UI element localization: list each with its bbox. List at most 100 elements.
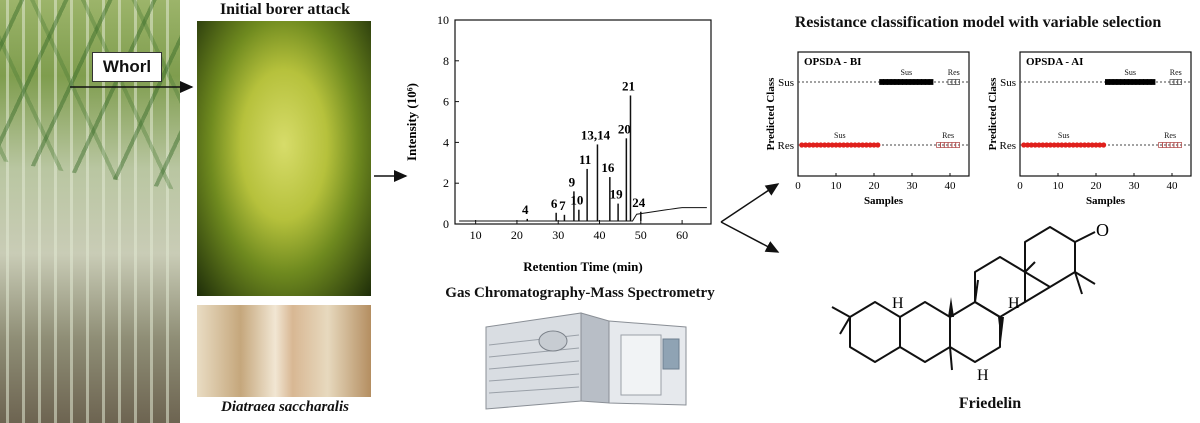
data-point [1044, 142, 1050, 148]
data-point [810, 142, 816, 148]
data-point [1028, 142, 1034, 148]
opsda-bi-plot: OPSDA - BI Sus Res 0 10 20 30 40 Samples Predicte… [765, 51, 970, 207]
plot-title: OPSDA - AI [1026, 56, 1083, 68]
series-annotation: Sus [901, 68, 913, 77]
gc-ms-instrument-icon [485, 312, 687, 410]
x-tick-label: 50 [635, 228, 647, 242]
x-tick-label: 40 [1167, 180, 1179, 192]
model-title: Resistance classification model with var… [794, 14, 1162, 31]
data-point [837, 142, 843, 148]
peak-label: 11 [579, 152, 591, 167]
data-point [1066, 142, 1072, 148]
peak-label: 16 [601, 160, 615, 175]
class-tick-label: Sus [1000, 77, 1016, 89]
data-point [818, 142, 824, 148]
data-point [806, 142, 812, 148]
x-tick-label: 0 [1017, 180, 1023, 192]
h-atom-2: H [1008, 295, 1020, 312]
data-point [928, 79, 934, 85]
x-tick-label: 60 [676, 228, 688, 242]
x-tick-label: 30 [907, 180, 919, 192]
data-point [1177, 79, 1183, 85]
larva-photo [197, 305, 371, 397]
series-annotation: Sus [1124, 68, 1136, 77]
x-axis-label: Retention Time (min) [523, 259, 642, 274]
peak-label: 24 [632, 195, 646, 210]
friedelin-label: Friedelin [958, 395, 1022, 412]
data-point [871, 142, 877, 148]
series-annotation: Res [942, 131, 954, 140]
y-axis-label: Predicted Class [987, 77, 999, 151]
plot-frame [454, 19, 712, 225]
data-point [1074, 142, 1080, 148]
data-point [863, 142, 869, 148]
data-point [879, 79, 884, 85]
data-point [1078, 142, 1084, 148]
class-tick-label: Res [778, 140, 795, 152]
to-friedelin-arrow [720, 221, 780, 253]
x-tick-label: 0 [795, 180, 801, 192]
whorl-label: Whorl [92, 52, 162, 82]
data-point [814, 142, 820, 148]
chromatogram-baseline [459, 207, 707, 222]
x-tick-label: 10 [470, 228, 482, 242]
x-tick-label: 20 [1091, 180, 1103, 192]
h-atom-3: H [977, 367, 989, 384]
x-axis-label: Samples [1086, 195, 1126, 207]
peak-label: 10 [570, 193, 583, 208]
data-point [799, 142, 805, 148]
series-annotation: Res [948, 68, 960, 77]
data-point [955, 142, 961, 148]
data-point [1177, 142, 1183, 148]
data-point [1063, 142, 1069, 148]
x-tick-label: 20 [869, 180, 881, 192]
h-atom-1: H [892, 295, 904, 312]
data-point [860, 142, 866, 148]
data-point [1051, 142, 1057, 148]
x-tick-label: 30 [1129, 180, 1141, 192]
peak-label: 21 [622, 78, 635, 93]
species-caption: Diatraea saccharalis [221, 399, 349, 415]
data-point [1036, 142, 1042, 148]
y-tick-label: 6 [443, 95, 449, 109]
peak-label: 19 [610, 187, 624, 202]
plot-frame [1019, 51, 1192, 177]
gcms-caption: Gas Chromatography-Mass Spectrometry [445, 285, 715, 301]
friedelin-structure: H H H O [831, 222, 1109, 384]
data-point [1097, 142, 1103, 148]
plot-frame [797, 51, 970, 177]
y-tick-label: 4 [443, 135, 449, 149]
y-tick-label: 10 [437, 13, 449, 27]
x-tick-label: 10 [1053, 180, 1065, 192]
data-point [1089, 142, 1095, 148]
data-point [829, 142, 835, 148]
to-model-arrow [720, 183, 780, 223]
class-tick-label: Sus [778, 77, 794, 89]
data-point [841, 142, 847, 148]
x-tick-label: 30 [552, 228, 564, 242]
data-point [1040, 142, 1046, 148]
peak-label: 20 [618, 121, 631, 136]
opsda-ai-plot: OPSDA - AI Sus Res 0 10 20 30 40 Samples Predicte… [987, 51, 1192, 207]
data-point [803, 142, 809, 148]
peak-label: 7 [559, 198, 566, 213]
series-annotation: Sus [834, 131, 846, 140]
series-annotation: Sus [1058, 131, 1070, 140]
data-point [1021, 142, 1027, 148]
oxygen-atom: O [1096, 222, 1109, 240]
data-point [1070, 142, 1076, 148]
data-point [1055, 142, 1061, 148]
data-point [1032, 142, 1038, 148]
peak-label: 4 [522, 202, 529, 217]
peak-label: 9 [569, 174, 576, 189]
x-tick-label: 40 [945, 180, 957, 192]
data-point [1093, 142, 1099, 148]
y-axis-label: Intensity (10⁶) [404, 83, 419, 161]
data-point [852, 142, 858, 148]
x-tick-label: 40 [594, 228, 606, 242]
y-tick-label: 0 [443, 217, 449, 231]
data-point [955, 79, 961, 85]
series-annotation: Res [1164, 131, 1176, 140]
data-point [875, 142, 881, 148]
